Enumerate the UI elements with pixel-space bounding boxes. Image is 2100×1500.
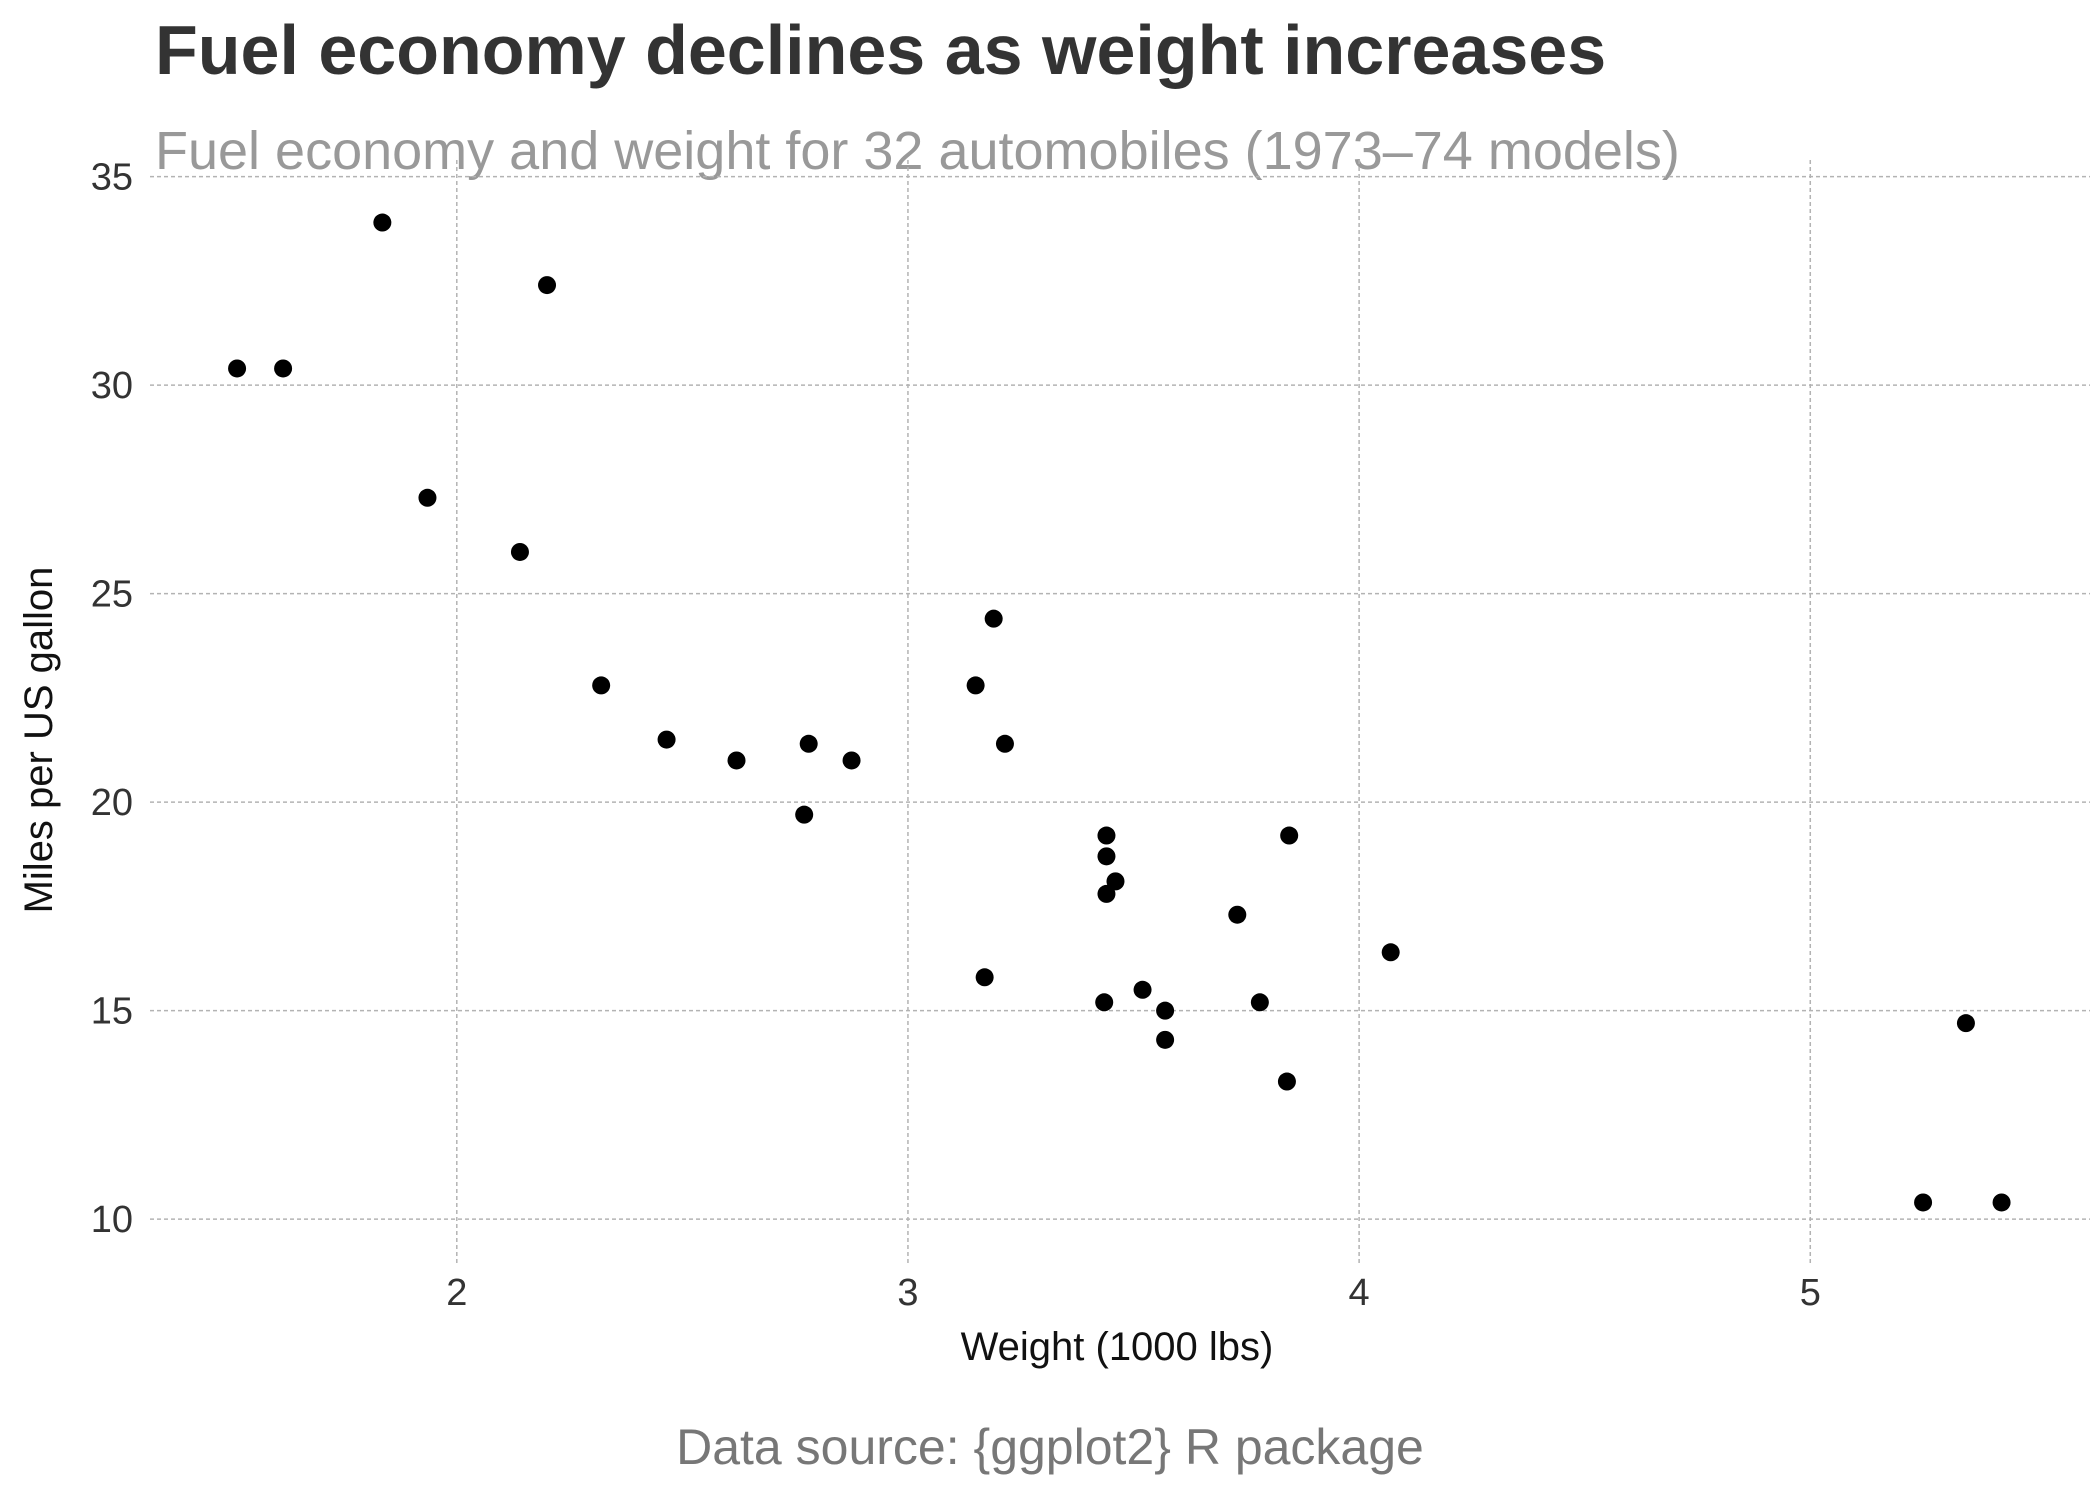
data-point <box>1097 826 1116 845</box>
tick-labels: 10 15 20 25 30 35 2 3 4 5 <box>91 157 1821 1314</box>
data-point <box>228 359 247 378</box>
data-point <box>373 213 392 232</box>
y-tick-label: 15 <box>91 991 133 1033</box>
data-point <box>538 276 557 295</box>
x-axis-title: Weight (1000 lbs) <box>961 1325 1274 1369</box>
grid-lines <box>150 160 2090 1265</box>
data-point <box>1133 980 1152 999</box>
data-point <box>510 542 529 561</box>
data-point <box>1156 1030 1175 1049</box>
x-tick-label: 5 <box>1800 1272 1821 1314</box>
data-point <box>1097 884 1116 903</box>
y-tick-label: 30 <box>91 365 133 407</box>
data-point <box>274 359 293 378</box>
data-point <box>418 488 437 507</box>
y-tick-label: 25 <box>91 574 133 616</box>
data-point <box>1095 993 1114 1012</box>
data-point <box>1277 1072 1296 1091</box>
data-point <box>966 676 985 695</box>
x-tick-label: 3 <box>897 1272 918 1314</box>
data-point <box>1156 1001 1175 1020</box>
data-point <box>799 734 818 753</box>
data-point <box>1956 1014 1975 1033</box>
data-point <box>727 751 746 770</box>
data-point <box>1250 993 1269 1012</box>
x-tick-label: 2 <box>446 1272 467 1314</box>
data-source-caption: Data source: {ggplot2} R package <box>676 1419 1424 1475</box>
data-point <box>995 734 1014 753</box>
y-tick-label: 10 <box>91 1199 133 1241</box>
data-point <box>1381 943 1400 962</box>
y-tick-label: 35 <box>91 157 133 199</box>
x-tick-label: 4 <box>1349 1272 1370 1314</box>
data-point <box>657 730 676 749</box>
data-point <box>975 968 994 987</box>
data-point <box>1992 1193 2011 1212</box>
data-point <box>1280 826 1299 845</box>
y-tick-label: 20 <box>91 782 133 824</box>
chart-subtitle: Fuel economy and weight for 32 automobil… <box>155 121 1680 181</box>
data-points <box>228 213 2011 1212</box>
data-point <box>592 676 611 695</box>
data-point <box>1914 1193 1933 1212</box>
data-point <box>984 609 1003 628</box>
data-point <box>1097 847 1116 866</box>
data-point <box>1228 905 1247 924</box>
y-axis-title: Miles per US gallon <box>17 567 61 914</box>
data-point <box>1106 872 1125 891</box>
data-point <box>795 805 814 824</box>
chart-title: Fuel economy declines as weight increase… <box>155 11 1607 89</box>
data-point <box>842 751 861 770</box>
